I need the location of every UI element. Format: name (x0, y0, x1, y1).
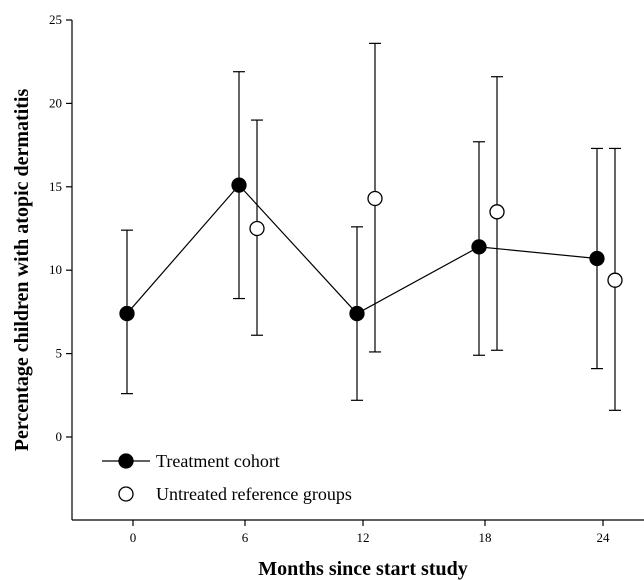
legend: Treatment cohort Untreated reference grou… (102, 451, 352, 504)
series-line (126, 184, 598, 315)
axes: 0 5 10 15 20 25 0 6 12 18 24 (49, 12, 644, 545)
data-point-filled (349, 305, 365, 322)
x-tick-label: 24 (597, 530, 611, 545)
legend-label: Untreated reference groups (156, 484, 352, 504)
data-point-open (367, 190, 383, 207)
y-tick-label: 5 (56, 346, 63, 361)
data-point-filled (231, 177, 247, 193)
data-point-open (607, 272, 623, 288)
y-tick-label: 10 (49, 262, 62, 277)
x-tick-label: 0 (130, 530, 137, 545)
y-axis-title: Percentage children with atopic dermatit… (11, 89, 33, 452)
chart-marks (119, 42, 623, 411)
legend-marker-open (118, 486, 134, 502)
x-tick-label: 18 (479, 530, 492, 545)
data-point-open (489, 204, 505, 220)
x-tick-label: 12 (357, 530, 370, 545)
x-axis-title: Months since start study (258, 558, 467, 580)
y-tick-label: 0 (56, 429, 63, 444)
data-point-filled (471, 239, 487, 255)
data-point-filled (119, 305, 135, 322)
legend-marker-filled (118, 453, 134, 469)
data-point-open (249, 220, 265, 237)
data-point-filled (589, 250, 605, 267)
y-tick-label: 25 (49, 12, 62, 27)
x-tick-label: 6 (242, 530, 249, 545)
legend-label: Treatment cohort (156, 451, 280, 471)
y-tick-label: 20 (49, 95, 62, 110)
y-tick-label: 15 (49, 179, 62, 194)
